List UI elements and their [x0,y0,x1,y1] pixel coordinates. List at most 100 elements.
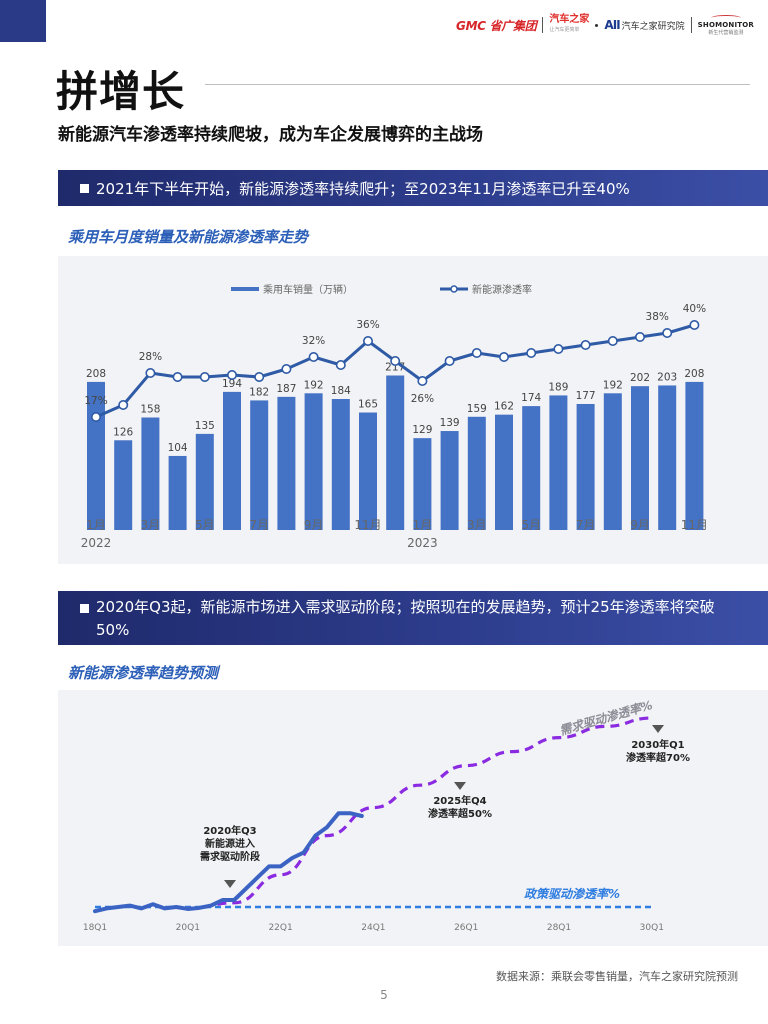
legend-bar-swatch [231,287,259,291]
annotation-marker-icon [454,782,466,790]
x-tick-label: 22Q1 [268,923,292,933]
sales-bar-label: 208 [684,368,704,380]
sales-bar [495,414,513,530]
sales-bar-label: 184 [331,385,351,397]
x-tick-label: 1月 [413,518,433,532]
sales-bar-label: 139 [440,417,460,429]
x-tick-label: 5月 [195,518,215,532]
penetration-point [335,360,346,371]
annotation-label: 2025年Q4 [433,794,486,807]
policy-series-label: 政策驱动渗透率% [524,887,620,901]
x-tick-label: 7月 [576,518,596,532]
penetration-point [362,336,373,347]
penetration-label: 40% [683,303,706,315]
section2-banner: 2020年Q3起，新能源市场进入需求驱动阶段；按照现在的发展趋势，预计25年渗透… [58,591,768,645]
x-tick-label: 24Q1 [361,923,385,933]
sales-bar [685,381,704,530]
legend-bar-label: 乘用车销量（万辆） [263,283,353,296]
sales-bar [413,438,432,530]
sales-bar-label: 194 [222,378,242,390]
sales-bar-label: 192 [603,379,623,391]
penetration-point [689,320,700,331]
logo-dot [595,23,599,27]
x-tick-label: 9月 [630,518,650,532]
sales-bar [114,440,133,530]
annotation-marker-icon [652,725,664,733]
chart2-title: 新能源渗透率趋势预测 [68,664,219,682]
x-tick-label: 3月 [141,518,161,532]
x-tick-label: 30Q1 [640,923,664,933]
penetration-point [607,336,618,347]
penetration-label: 28% [139,351,162,363]
sales-bar-label: 104 [168,442,188,454]
annotation-label: 新能源进入 [205,837,255,850]
penetration-label: 36% [356,319,379,331]
sales-bar [168,455,187,530]
bullet-square-icon [80,604,89,613]
data-source-note: 数据来源：乘联会零售销量，汽车之家研究院预测 [496,970,738,983]
penetration-point [662,328,673,339]
penetration-point [526,348,537,359]
chart2-panel: 18Q1 20Q1 22Q1 24Q1 26Q1 28Q1 30Q1 需求驱动渗透率% 政策驱动… [58,690,768,946]
penetration-point [471,348,482,359]
penetration-point [90,412,101,423]
autohome-logo-tagline: 让汽车更简单 [549,27,580,33]
x-tick-label: 11月 [681,518,708,532]
x-tick-label: 26Q1 [454,923,478,933]
penetration-point [254,372,265,383]
x-year-label: 2022 [81,536,112,550]
sales-bar-label: 203 [657,371,677,383]
sales-bar-label: 129 [412,424,432,436]
sales-bar [603,393,622,530]
shomonitor-logo-text: SHOMONITOR [697,20,754,29]
sales-bar [277,396,296,530]
sales-bar [141,417,160,530]
sales-penetration-chart: 乘用车销量（万辆） 新能源渗透率 208 126 158 104 135 194 182 187 1… [81,283,708,550]
actual-penetration-line [93,811,364,914]
research-logo-text: 汽车之家研究院 [621,21,685,32]
sales-bar-label: 165 [358,399,378,411]
sales-bar-label: 189 [548,381,568,393]
sales-bar-label: 158 [140,404,160,416]
penetration-point [580,340,591,351]
x-tick-label: 5月 [521,518,541,532]
logo-divider [542,17,544,33]
sales-bar-label: 159 [467,403,487,415]
shomonitor-logo: SHOMONITOR 新生代营销监测 [697,14,754,36]
penetration-point [444,356,455,367]
sales-bar [631,386,649,530]
penetration-point [417,376,428,387]
shomonitor-arc-icon [710,14,741,21]
x-tick-label: 3月 [467,518,487,532]
x-tick-label: 11月 [354,518,381,532]
x-tick-label: 9月 [304,518,324,532]
penetration-point [118,400,129,411]
sales-bar [576,403,595,530]
sales-bar-label: 135 [195,420,215,432]
research-logo-mark: AⅡ [604,18,620,32]
sales-bar [359,412,377,530]
sales-bar-label: 177 [576,390,596,402]
annotation-marker-icon [224,880,236,888]
sales-bar-label: 162 [494,401,514,413]
annotation-label: 渗透率超70% [626,751,690,764]
penetration-point [199,372,210,383]
x-tick-label: 7月 [249,518,269,532]
sales-bar [223,391,241,530]
penetration-point [172,372,183,383]
penetration-label: 17% [84,395,107,407]
section1-banner: 2021年下半年开始，新能源渗透率持续爬升；至2023年11月渗透率已升至40% [58,170,768,206]
annotation-label: 2020年Q3 [203,824,256,837]
penetration-point [145,368,156,379]
penetration-label: 32% [302,335,325,347]
gmc-logo: GMC 省广集团 [456,18,537,33]
corner-accent-block [0,0,46,42]
penetration-label: 38% [646,311,669,323]
section1-banner-text: 2021年下半年开始，新能源渗透率持续爬升；至2023年11月渗透率已升至40% [96,180,630,198]
penetration-point [634,332,645,343]
bullet-square-icon [80,184,89,193]
autohome-logo-text: 汽车之家 [549,14,590,25]
sales-bar-label: 126 [113,426,133,438]
partner-logos: GMC 省广集团 汽车之家 让汽车更简单 AⅡ 汽车之家研究院 SHOMONIT… [456,14,754,36]
penetration-point [498,352,509,363]
